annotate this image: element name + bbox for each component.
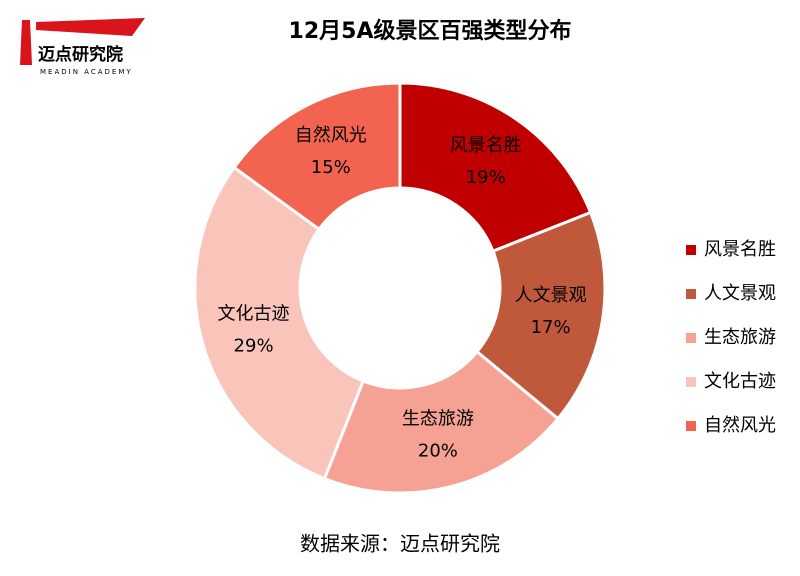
- value-label: 19%: [466, 167, 506, 188]
- donut-slice: [193, 165, 366, 481]
- legend-swatch: [686, 377, 696, 387]
- legend-swatch: [686, 421, 696, 431]
- logo-name: 迈点研究院: [38, 44, 123, 65]
- value-label: 15%: [311, 157, 351, 178]
- value-label: 29%: [234, 336, 274, 357]
- donut-slice: [474, 210, 607, 421]
- legend-label: 人文景观: [704, 283, 776, 304]
- legend-label: 风景名胜: [704, 239, 776, 260]
- value-label: 17%: [531, 317, 571, 338]
- source: 数据来源：迈点研究院: [300, 532, 500, 556]
- legend-swatch: [686, 289, 696, 299]
- logo: 迈点研究院 MEADIN ACADEMY: [20, 18, 145, 76]
- logo-subtitle: MEADIN ACADEMY: [40, 68, 133, 76]
- legend-label: 生态旅游: [704, 327, 776, 348]
- slice-label: 风景名胜: [450, 135, 522, 156]
- logo-tower: [20, 20, 32, 65]
- logo-beam: [36, 18, 145, 36]
- donut-slice: [322, 349, 561, 495]
- donut-slice: [232, 81, 402, 232]
- donut-slice: [398, 81, 593, 254]
- chart-title: 12月5A级景区百强类型分布: [289, 18, 572, 44]
- slice-label: 文化古迹: [218, 304, 290, 325]
- value-label: 20%: [418, 441, 458, 462]
- slice-label: 生态旅游: [402, 409, 474, 430]
- slice-label: 自然风光: [295, 125, 367, 146]
- legend-swatch: [686, 245, 696, 255]
- legend-swatch: [686, 333, 696, 343]
- slice-label: 人文景观: [515, 285, 587, 306]
- legend-label: 文化古迹: [704, 371, 776, 392]
- legend-label: 自然风光: [704, 415, 776, 436]
